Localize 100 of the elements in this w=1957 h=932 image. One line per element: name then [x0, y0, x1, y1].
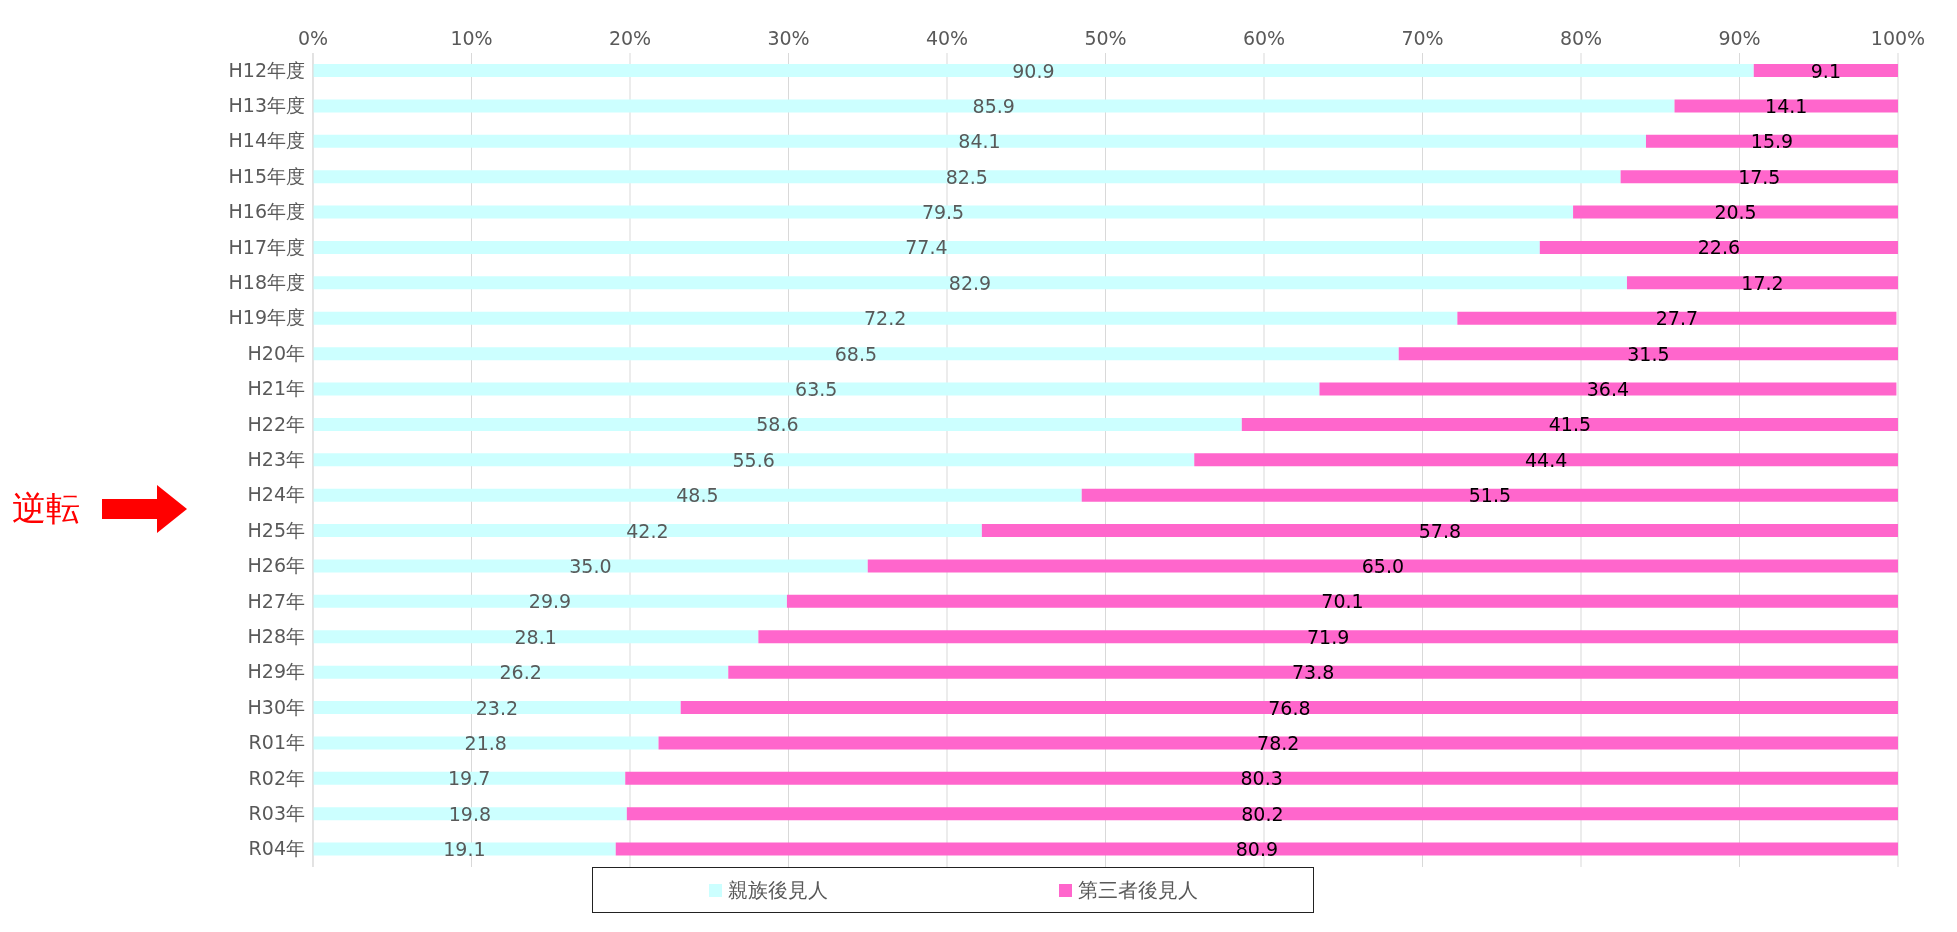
data-label: 85.9: [972, 94, 1015, 117]
bar: [625, 771, 1898, 785]
y-tick-label: H29年: [247, 660, 305, 683]
y-tick-label: R03年: [248, 801, 305, 824]
y-tick-label: H24年: [247, 483, 305, 506]
bar: [626, 807, 1898, 821]
bar: [313, 771, 626, 785]
y-tick-label: H22年: [247, 412, 305, 435]
data-label: 41.5: [1548, 413, 1592, 436]
x-tick-label: 100%: [1870, 27, 1926, 49]
data-label: 65.0: [1361, 554, 1405, 577]
data-label: 17.5: [1738, 165, 1781, 188]
bar: [313, 807, 627, 821]
bar: [313, 524, 982, 538]
data-label: 76.8: [1268, 696, 1311, 719]
data-label: 72.2: [864, 307, 907, 330]
x-tick-label: 90%: [1718, 27, 1761, 49]
data-label: 9.1: [1810, 59, 1841, 82]
bar: [313, 630, 759, 644]
y-tick-label: H15年度: [228, 164, 305, 187]
y-tick-label: H25年: [247, 518, 305, 541]
y-tick-label: H20年: [247, 341, 305, 364]
data-label: 21.8: [464, 731, 507, 754]
data-label: 80.9: [1235, 838, 1279, 861]
bar: [1081, 488, 1898, 502]
data-label: 35.0: [569, 554, 612, 577]
x-tick-label: 50%: [1084, 27, 1127, 49]
data-label: 68.5: [834, 342, 878, 365]
y-tick-label: H28年: [247, 624, 305, 647]
data-label: 77.4: [905, 236, 948, 259]
bar: [1753, 64, 1898, 77]
text: 逆転: [12, 487, 80, 530]
bar: [313, 736, 659, 750]
data-label: 51.5: [1468, 484, 1512, 507]
data-label: 80.3: [1240, 767, 1283, 790]
data-label: 26.2: [499, 661, 542, 684]
data-label: 23.2: [475, 696, 519, 719]
legend-label: 親族後見人: [726, 876, 828, 904]
data-label: 58.6: [756, 413, 799, 436]
x-tick-label: 80%: [1559, 27, 1603, 49]
bar: [1620, 170, 1898, 184]
y-tick-label: H13年度: [228, 94, 305, 117]
y-tick-label: H18年度: [228, 271, 305, 294]
data-label: 63.5: [795, 378, 838, 401]
data-label: 19.7: [447, 767, 491, 790]
y-tick-label: R04年: [248, 837, 305, 860]
bar: [1539, 240, 1898, 254]
bar: [313, 347, 1399, 361]
y-tick-label: H26年: [247, 554, 305, 577]
bar: [313, 64, 1754, 77]
data-label: 44.4: [1524, 448, 1568, 471]
x-tick-label: 30%: [767, 27, 810, 49]
bar: [680, 701, 1898, 715]
bar: [313, 842, 616, 856]
data-label: 27.7: [1655, 307, 1699, 330]
data-label: 15.9: [1750, 130, 1794, 153]
bar: [313, 205, 1574, 219]
bar: [313, 701, 681, 715]
y-tick-label: H17年度: [228, 235, 305, 258]
data-label: 48.5: [676, 484, 719, 507]
bar: [313, 453, 1195, 467]
data-label: 70.1: [1321, 590, 1364, 613]
data-label: 36.4: [1586, 378, 1630, 401]
bar: [981, 524, 1898, 538]
data-label: 79.5: [921, 201, 965, 224]
x-tick-label: 20%: [608, 27, 652, 49]
data-label: 20.5: [1714, 201, 1757, 224]
data-label: 29.9: [528, 590, 572, 613]
y-tick-label: R01年: [248, 731, 305, 754]
y-tick-label: H21年: [247, 377, 305, 400]
data-label: 78.2: [1257, 731, 1300, 754]
data-label: 19.1: [443, 838, 486, 861]
x-tick-label: 0%: [297, 27, 329, 49]
x-tick-label: 40%: [925, 27, 969, 49]
data-label: 57.8: [1418, 519, 1462, 542]
data-label: 14.1: [1765, 94, 1808, 117]
bar: [313, 594, 787, 608]
y-tick-label: H27年: [247, 589, 305, 612]
data-label: 82.9: [948, 271, 992, 294]
bar: [313, 417, 1242, 431]
bar: [313, 276, 1627, 290]
bar: [758, 630, 1898, 644]
bar: [1674, 99, 1898, 113]
bar: [313, 488, 1082, 502]
bar: [313, 170, 1621, 184]
data-label: 71.9: [1307, 625, 1350, 648]
data-label: 80.2: [1241, 802, 1284, 825]
data-label: 90.9: [1012, 59, 1055, 82]
bar: [1398, 347, 1898, 361]
bar: [658, 736, 1898, 750]
bar: [313, 134, 1646, 148]
bar: [728, 665, 1898, 679]
bar: [1457, 311, 1897, 325]
y-tick-label: H12年度: [228, 58, 305, 81]
data-label: 22.6: [1697, 236, 1741, 259]
x-tick-label: 10%: [450, 27, 493, 49]
y-tick-label: H23年: [247, 448, 305, 470]
bar: [867, 559, 1898, 573]
data-label: 31.5: [1627, 342, 1670, 365]
x-tick-label: 70%: [1401, 27, 1444, 49]
